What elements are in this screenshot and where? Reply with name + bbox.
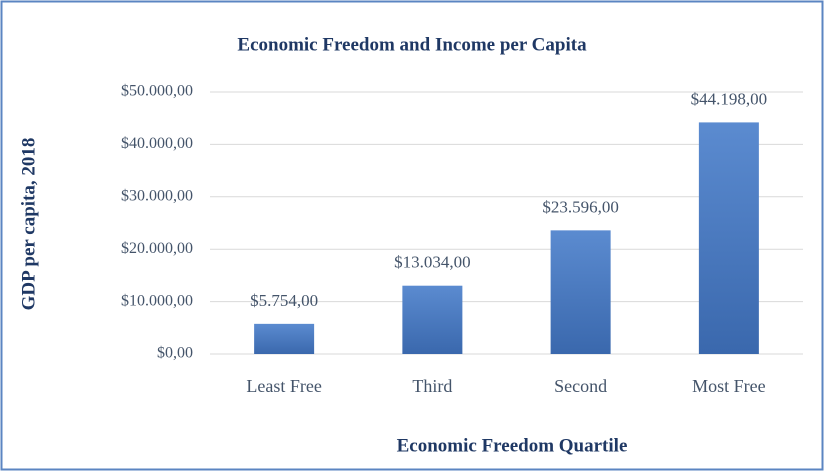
- data-label: $44.198,00: [691, 89, 768, 108]
- bar: [550, 230, 611, 354]
- y-tick-label: $40.000,00: [121, 135, 193, 152]
- x-tick-label: Third: [412, 376, 452, 396]
- x-axis-title: Economic Freedom Quartile: [397, 435, 628, 456]
- y-tick-label: $30.000,00: [121, 187, 193, 204]
- bar: [698, 122, 759, 354]
- data-label: $23.596,00: [542, 197, 619, 216]
- y-tick-label: $50.000,00: [121, 83, 193, 100]
- y-tick-label: $20.000,00: [121, 240, 193, 257]
- bar: [402, 285, 463, 354]
- data-label: $13.034,00: [394, 253, 471, 272]
- y-tick-label: $0,00: [157, 345, 193, 362]
- x-tick-label: Second: [554, 376, 607, 396]
- bar: [254, 323, 315, 354]
- y-axis-title: GDP per capita, 2018: [18, 138, 39, 311]
- x-tick-label: Most Free: [692, 376, 766, 396]
- chart-title: Economic Freedom and Income per Capita: [237, 34, 587, 55]
- x-tick-label: Least Free: [246, 376, 321, 396]
- data-label: $5.754,00: [250, 291, 318, 310]
- y-tick-label: $10.000,00: [121, 292, 193, 309]
